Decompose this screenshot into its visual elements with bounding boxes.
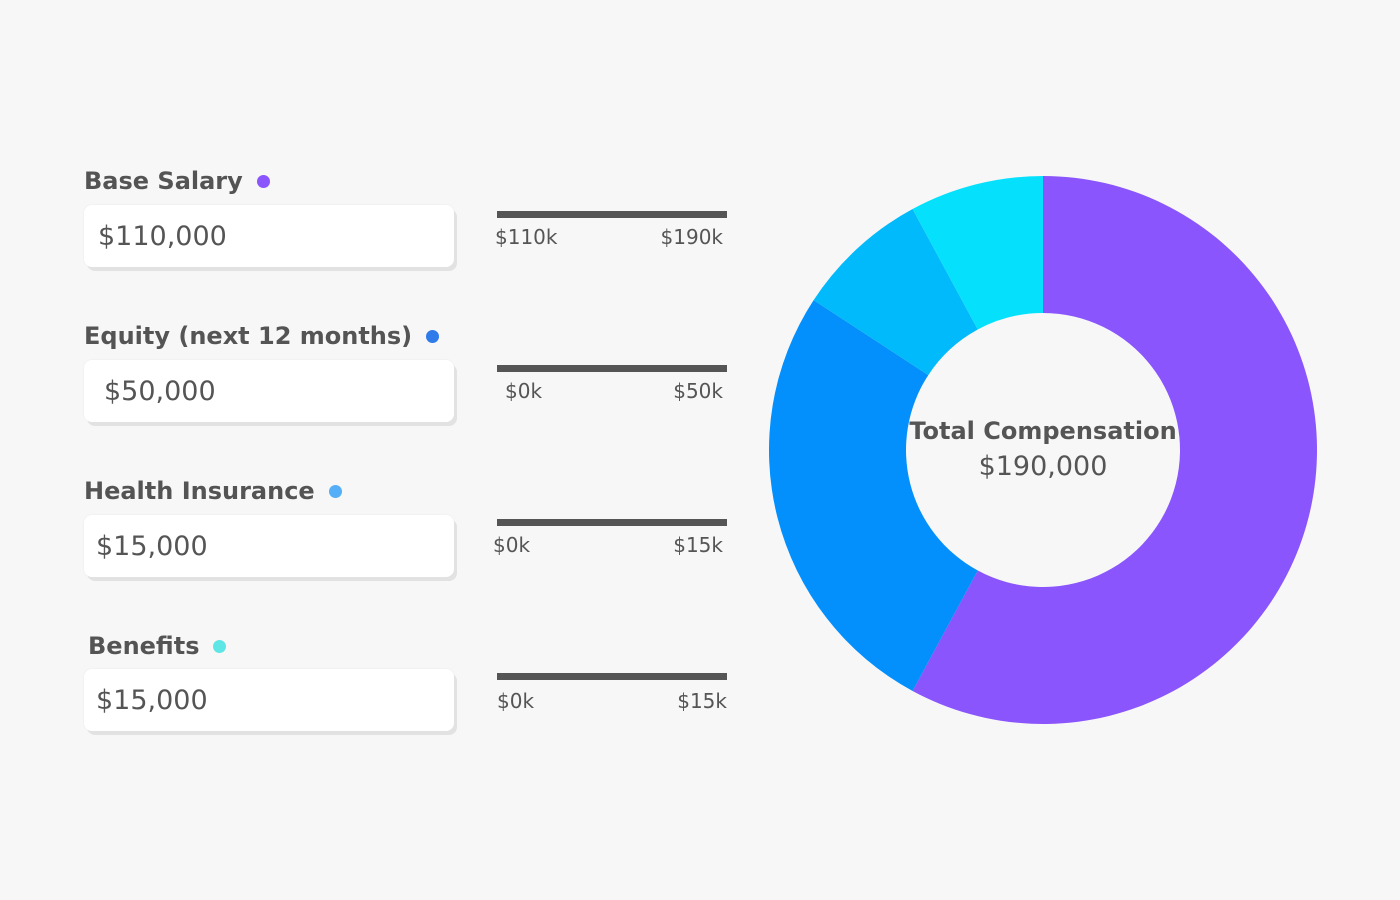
field-label: Equity (next 12 months) [84,319,464,353]
field-label-text: Benefits [88,632,200,660]
health-insurance-range-slider[interactable]: $0k $15k [493,519,727,559]
health-insurance-input[interactable]: $15,000 [84,515,454,577]
equity-range-slider[interactable]: $0k $50k [497,365,727,405]
field-label-text: Equity (next 12 months) [84,322,413,350]
legend-dot-icon [328,484,342,498]
field-health-insurance: Health Insurance [84,474,464,508]
range-max-label: $15k [673,533,723,557]
range-max-label: $190k [660,225,723,249]
range-track[interactable] [497,211,727,218]
field-label-text: Base Salary [84,167,243,195]
donut-slice-equity-next-12-months [769,300,978,691]
field-label: Base Salary [84,164,464,198]
benefits-input[interactable]: $15,000 [84,669,454,731]
base-salary-range-slider[interactable]: $110k $190k [495,211,727,251]
base-salary-input[interactable]: $110,000 [84,205,454,267]
legend-dot-icon [213,639,227,653]
donut-svg [769,176,1317,724]
legend-dot-icon [256,174,270,188]
range-min-label: $0k [497,689,535,713]
range-min-label: $110k [495,225,558,249]
compensation-donut-chart: Total Compensation $190,000 [769,176,1317,724]
legend-dot-icon [426,329,440,343]
field-base-salary: Base Salary [84,164,464,198]
donut-slice-health-insurance [813,209,978,376]
field-equity: Equity (next 12 months) [84,319,464,353]
field-benefits: Benefits [88,629,468,663]
range-track[interactable] [497,365,727,372]
range-min-label: $0k [505,379,543,403]
field-label: Health Insurance [84,474,464,508]
range-track[interactable] [497,519,727,526]
range-max-label: $15k [677,689,727,713]
field-label-text: Health Insurance [84,477,315,505]
field-label: Benefits [88,629,468,663]
range-max-label: $50k [673,379,723,403]
range-track[interactable] [497,673,727,680]
benefits-range-slider[interactable]: $0k $15k [497,673,727,713]
range-min-label: $0k [493,533,531,557]
donut-slice-base-salary [912,176,1317,724]
donut-slice-benefits [912,176,1043,330]
equity-input[interactable]: $50,000 [84,360,454,422]
